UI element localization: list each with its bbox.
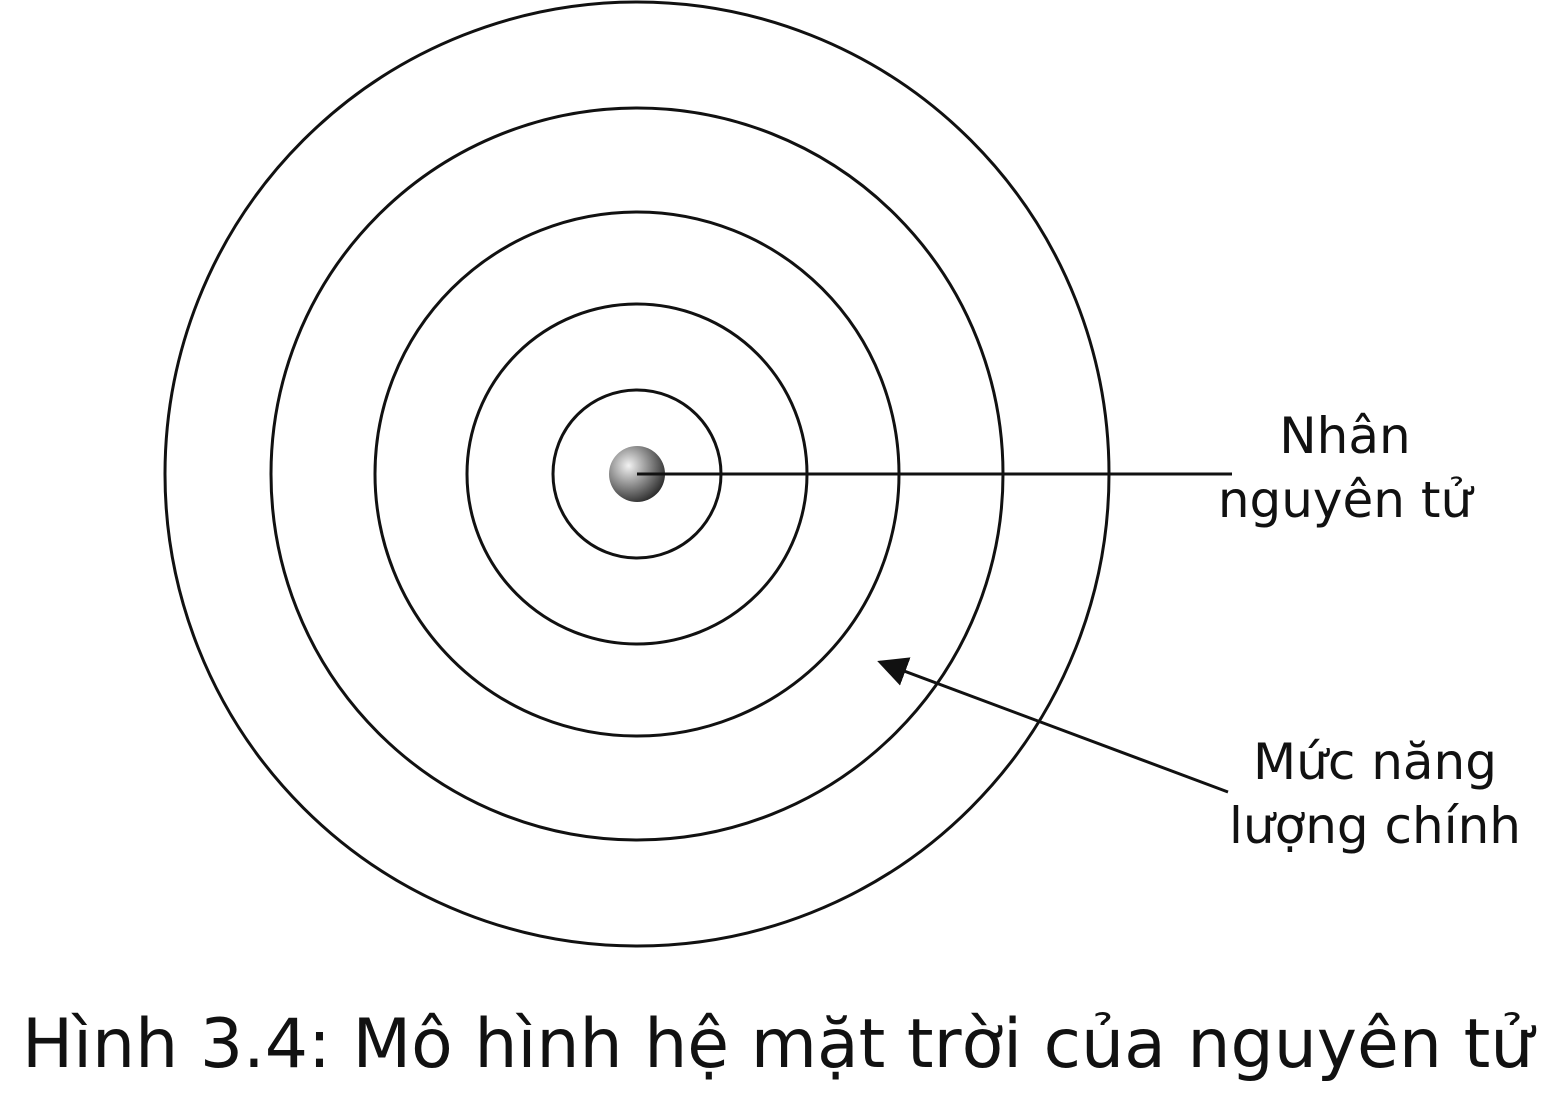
figure-caption: Hình 3.4: Mô hình hệ mặt trời của nguyên…	[22, 1005, 1534, 1084]
energy-level-label-line2: lượng chính	[1229, 797, 1521, 855]
nucleus-label-line2: nguyên tử	[1217, 471, 1473, 529]
nucleus-label: Nhân nguyên tử	[1185, 404, 1505, 532]
energy-level-arrow	[877, 657, 1229, 794]
nucleus-label-line1: Nhân	[1279, 407, 1411, 465]
energy-level-label: Mức năng lượng chính	[1205, 730, 1545, 858]
energy-level-label-line1: Mức năng	[1253, 733, 1497, 791]
